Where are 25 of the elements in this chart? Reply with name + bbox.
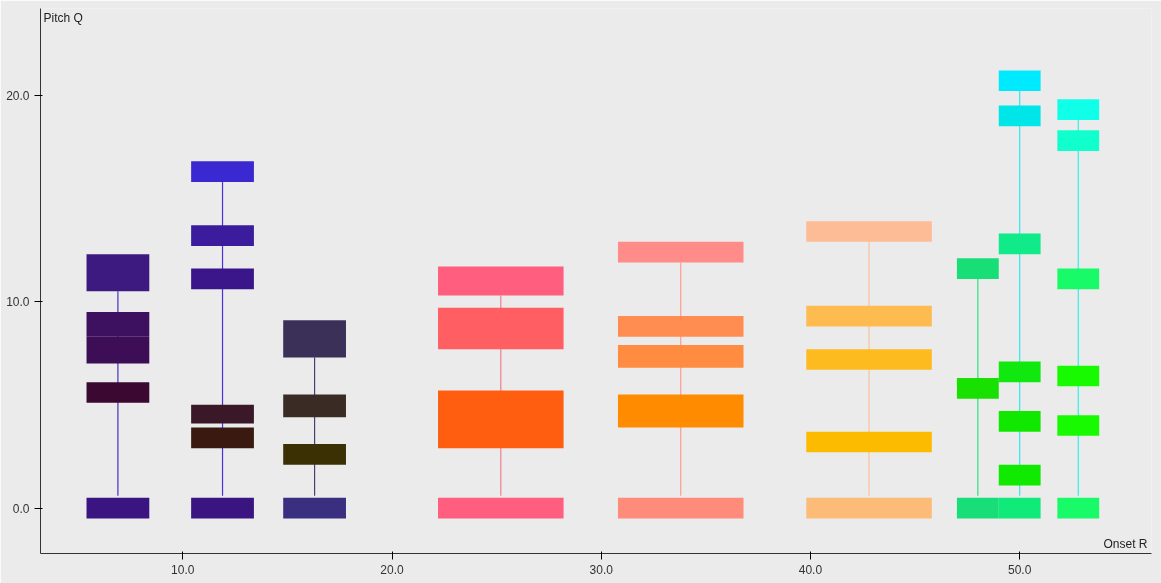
bar — [283, 444, 346, 465]
bar — [998, 105, 1041, 127]
y-axis-title: Pitch Q — [43, 10, 83, 25]
x-tick-label: 30.0 — [589, 562, 614, 577]
bar — [191, 404, 254, 424]
x-axis-title: Onset R — [1103, 536, 1148, 551]
y-tick-label: 20.0 — [6, 88, 30, 103]
x-tick-label: 50.0 — [1008, 562, 1032, 577]
bar — [191, 225, 254, 246]
bar — [191, 497, 254, 519]
x-tick-label: 40.0 — [798, 562, 823, 577]
bar — [283, 394, 346, 418]
y-tick-label: 10.0 — [6, 295, 30, 310]
bar — [1057, 99, 1100, 120]
y-tick-label: 0.0 — [12, 501, 30, 516]
bar — [283, 497, 346, 519]
bar — [86, 382, 150, 403]
bar — [998, 70, 1041, 92]
bar — [283, 320, 346, 358]
x-tick-label: 20.0 — [380, 562, 405, 577]
x-tick-label: 10.0 — [171, 562, 195, 577]
bar — [191, 268, 254, 290]
bar — [86, 497, 150, 519]
bar — [86, 254, 150, 292]
bar — [191, 427, 254, 449]
